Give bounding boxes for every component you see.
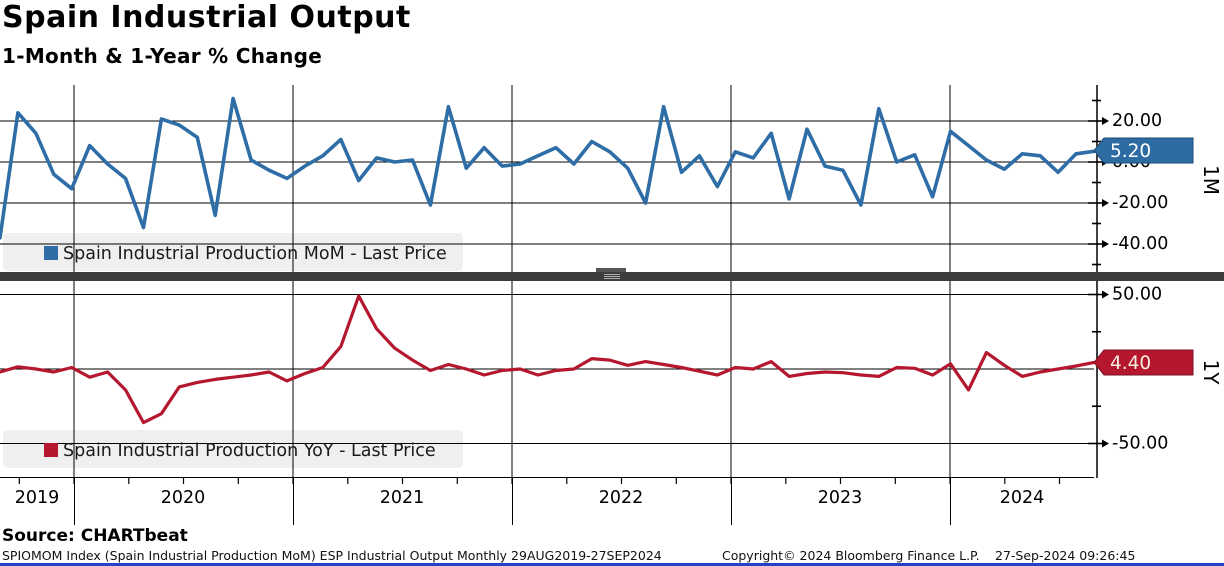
page-subtitle: 1-Month & 1-Year % Change [2,44,323,68]
yoy-series-line[interactable] [0,294,1096,425]
mom-axis-title: 1M [1199,165,1223,195]
year-divider [512,478,513,525]
mom-last-price-badge[interactable]: 5.20 [1093,137,1194,164]
mom-badge-shape [1093,137,1194,164]
mom-plot-area[interactable] [0,85,1094,272]
year-divider [950,478,951,525]
yoy-last-price-badge[interactable]: 4.40 [1093,349,1194,376]
year-label-2023: 2023 [817,488,863,508]
splitter-tab[interactable] [596,268,626,273]
mom-axis-ticks [1088,99,1102,266]
footer-ticker-description: SPIOMOM Index (Spain Industrial Producti… [2,548,662,563]
source-line: Source: CHARTbeat [2,526,188,546]
mom-tick-neg40: -40.00 [1112,234,1168,254]
yoy-axis-ticks [1088,293,1102,445]
yoy-tick-50: 50.00 [1112,285,1162,305]
year-label-2024: 2024 [999,488,1045,508]
mom-gridlines [0,120,1094,245]
footer-copyright: Copyright© 2024 Bloomberg Finance L.P. [722,548,980,563]
yoy-legend-item[interactable]: Spain Industrial Production YoY - Last P… [44,441,436,461]
year-label-2022: 2022 [598,488,644,508]
mom-tick-20: 20.00 [1112,111,1162,131]
yoy-tick-neg50: -50.00 [1112,434,1168,454]
footer-timestamp: 27-Sep-2024 09:26:45 [995,548,1136,563]
yoy-legend-bg [3,430,463,468]
yoy-axis-title: 1Y [1199,360,1223,386]
year-divider [293,478,294,525]
mom-tick-labels: 20.00 0.00 -20.00 -40.00 [1112,111,1168,254]
mom-tick-arrows [1102,117,1109,248]
bottom-accent-bar [0,563,1224,566]
mom-series-line[interactable] [0,96,1096,240]
mom-legend-item[interactable]: Spain Industrial Production MoM - Last P… [44,244,447,264]
yoy-legend-label: Spain Industrial Production YoY - Last P… [63,441,436,461]
mom-badge-value: 5.20 [1110,141,1151,162]
yoy-tick-arrows [1102,290,1109,448]
chart-canvas: 20.00 0.00 -20.00 -40.00 50.00 0.00 -50.… [0,85,1224,484]
mom-legend-swatch-icon [44,246,58,260]
splitter-grip-icon [604,274,620,279]
year-divider [74,478,75,525]
year-label-2021: 2021 [379,488,425,508]
year-gridlines [73,85,951,478]
mom-legend-label: Spain Industrial Production MoM - Last P… [63,244,447,264]
page-title: Spain Industrial Output [2,0,411,35]
yoy-legend-swatch-icon [44,443,58,457]
yoy-plot-area[interactable] [0,281,1094,478]
year-label-2020: 2020 [160,488,206,508]
x-axis-year-strip: 2019 2020 2021 2022 2023 2024 [0,478,1224,526]
year-divider [731,478,732,525]
yoy-badge-shape [1093,349,1194,376]
yoy-badge-value: 4.40 [1110,353,1151,374]
mom-tick-neg20: -20.00 [1112,193,1168,213]
mom-legend-bg [3,233,463,271]
year-label-2019: 2019 [14,488,60,508]
